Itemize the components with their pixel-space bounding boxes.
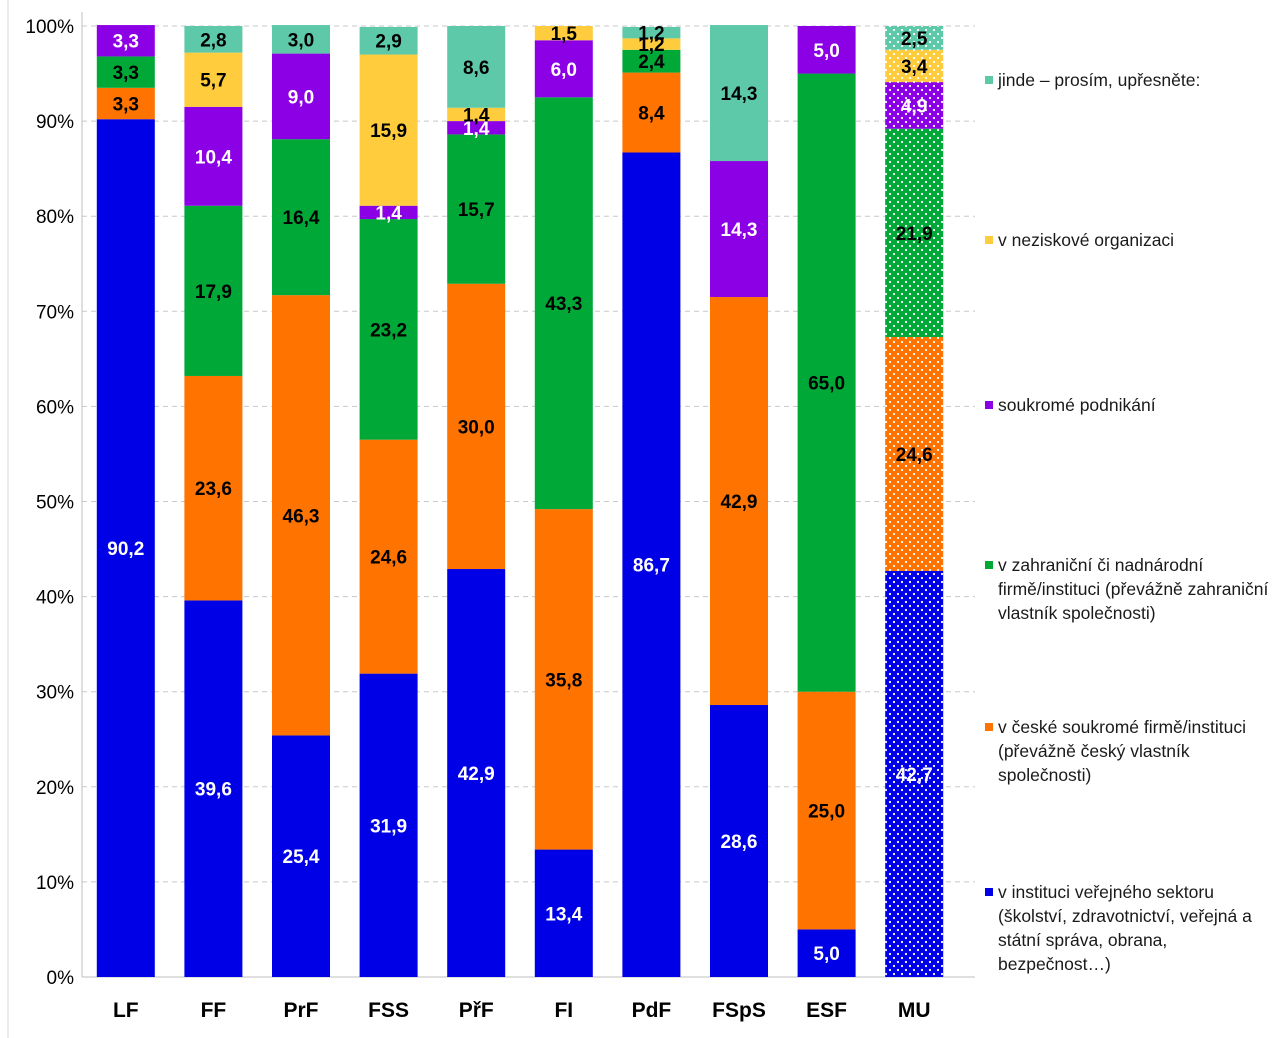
data-label: 30,0 [458, 417, 495, 438]
legend-swatch [985, 76, 993, 84]
data-label: 28,6 [721, 832, 758, 853]
data-label: 21,9 [896, 224, 933, 245]
data-label: 42,7 [896, 765, 933, 786]
legend-item: v české soukromé firmě/instituci (převáž… [985, 715, 1278, 787]
y-tick-label: 80% [36, 207, 74, 228]
data-label: 90,2 [107, 539, 144, 560]
legend-swatch [985, 236, 993, 244]
data-label: 39,6 [195, 780, 232, 801]
data-label: 46,3 [283, 506, 320, 527]
legend-item: soukromé podnikání [985, 393, 1278, 417]
data-label: 1,2 [638, 24, 664, 45]
x-tick-label: LF [113, 999, 139, 1022]
data-label: 42,9 [721, 492, 758, 513]
data-label: 5,7 [200, 71, 226, 92]
x-tick-label: MU [898, 999, 931, 1022]
y-tick-label: 50% [36, 493, 74, 514]
data-label: 15,7 [458, 200, 495, 221]
y-tick-label: 90% [36, 112, 74, 133]
data-label: 42,9 [458, 764, 495, 785]
x-tick-label: ESF [806, 999, 847, 1022]
data-label: 6,0 [551, 60, 577, 81]
legend-label: v české soukromé firmě/instituci (převáž… [998, 715, 1278, 787]
legend-label: jinde – prosím, upřesněte: [998, 68, 1278, 92]
legend: jinde – prosím, upřesněte: v neziskové or… [985, 0, 1280, 1038]
data-label: 8,4 [638, 104, 665, 125]
data-label: 8,6 [463, 58, 489, 79]
legend-item: v zahraniční či nadnárodní firmě/institu… [985, 553, 1278, 625]
data-label: 17,9 [195, 282, 232, 303]
data-label: 15,9 [370, 121, 407, 142]
data-label: 4,9 [901, 96, 927, 117]
y-tick-label: 100% [25, 17, 74, 38]
data-label: 24,6 [896, 445, 933, 466]
legend-item: v instituci veřejného sektoru (školství,… [985, 880, 1278, 976]
data-label: 3,3 [113, 32, 139, 53]
data-label: 3,3 [113, 63, 139, 84]
x-tick-label: FF [201, 999, 227, 1022]
data-label: 25,4 [283, 847, 320, 868]
data-label: 2,8 [200, 30, 226, 51]
x-axis-labels: LF FF PrF FSS PřF FI PdF FSpS ESF MU [113, 999, 931, 1022]
data-label: 9,0 [288, 87, 314, 108]
legend-swatch [985, 888, 993, 896]
x-tick-label: PřF [459, 999, 494, 1022]
y-tick-label: 70% [36, 302, 74, 323]
legend-label: v instituci veřejného sektoru (školství,… [998, 880, 1278, 976]
data-label: 3,0 [288, 30, 314, 51]
data-label: 31,9 [370, 816, 407, 837]
y-tick-label: 40% [36, 588, 74, 609]
data-label: 43,3 [545, 294, 582, 315]
legend-item: v neziskové organizaci [985, 228, 1278, 252]
legend-label: soukromé podnikání [998, 393, 1278, 417]
legend-label: v zahraniční či nadnárodní firmě/institu… [998, 553, 1278, 625]
data-label: 65,0 [808, 374, 845, 395]
data-label: 2,9 [375, 32, 401, 53]
data-label: 5,0 [813, 944, 839, 965]
data-label: 13,4 [545, 904, 582, 925]
x-tick-label: FSS [368, 999, 409, 1022]
data-label: 3,4 [901, 57, 928, 78]
legend-swatch [985, 561, 993, 569]
data-label: 1,5 [551, 24, 578, 45]
x-tick-label: PrF [283, 999, 318, 1022]
y-tick-label: 10% [36, 873, 74, 894]
data-label: 5,0 [813, 41, 839, 62]
y-tick-label: 60% [36, 397, 74, 418]
data-label: 1,4 [375, 203, 402, 224]
legend-swatch [985, 723, 993, 731]
stacked-bar-chart: 0% 10% 20% 30% 40% 50% 60% 70% 80% 90% 100% 90,2 3,… [0, 0, 985, 1038]
data-label: 10,4 [195, 147, 232, 168]
data-label: 2,5 [901, 29, 928, 50]
legend-swatch [985, 401, 993, 409]
data-label: 14,3 [721, 84, 758, 105]
data-label: 24,6 [370, 548, 407, 569]
data-label: 23,2 [370, 320, 407, 341]
y-tick-label: 30% [36, 683, 74, 704]
x-tick-label: FI [554, 999, 573, 1022]
data-label: 16,4 [283, 208, 320, 229]
legend-item: jinde – prosím, upřesněte: [985, 68, 1278, 92]
data-label: 35,8 [545, 670, 582, 691]
y-tick-label: 0% [47, 968, 75, 989]
data-label: 25,0 [808, 802, 845, 823]
legend-label: v neziskové organizaci [998, 228, 1278, 252]
data-label: 3,3 [113, 95, 139, 116]
data-label: 86,7 [633, 556, 670, 577]
data-label: 1,4 [463, 105, 490, 126]
data-label: 23,6 [195, 479, 232, 500]
x-tick-label: FSpS [712, 999, 766, 1022]
y-tick-label: 20% [36, 778, 74, 799]
x-tick-label: PdF [632, 999, 672, 1022]
data-label: 14,3 [721, 220, 758, 241]
